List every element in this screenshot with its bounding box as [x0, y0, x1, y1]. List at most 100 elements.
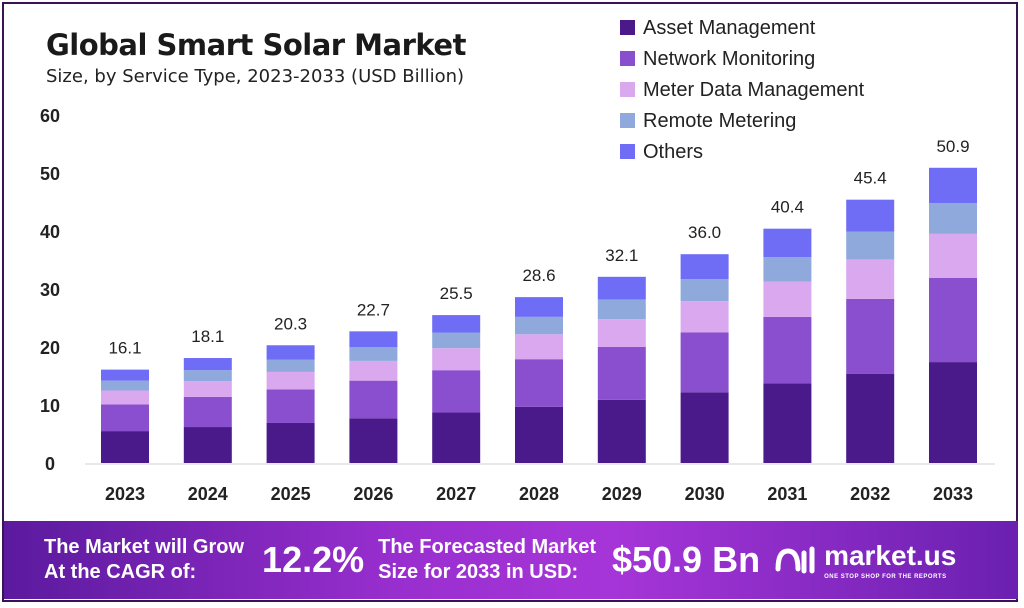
legend-label: Remote Metering — [643, 109, 797, 132]
forecast-label-line-2: Size for 2033 in USD: — [378, 561, 579, 583]
bar-segment-network-monitoring — [929, 277, 977, 363]
y-tick-label: 50 — [40, 164, 60, 184]
legend-label: Network Monitoring — [643, 47, 816, 70]
bar-segment-network-monitoring — [432, 370, 481, 413]
chart-title: Global Smart Solar Market — [46, 28, 466, 62]
logo-tagline: ONE STOP SHOP FOR THE REPORTS — [824, 573, 947, 580]
bar-segment-asset-management — [763, 383, 812, 463]
bar-segment-asset-management — [101, 431, 149, 463]
x-tick-label: 2024 — [188, 484, 228, 504]
total-label: 25.5 — [440, 284, 473, 303]
bar-segment-others — [515, 297, 563, 317]
bar-segment-asset-management — [266, 422, 315, 463]
chart-frame — [2, 2, 1018, 602]
market-us-logo: market.us ONE STOP SHOP FOR THE REPORTS — [774, 540, 956, 581]
forecast-label-line-1: The Forecasted Market — [378, 536, 596, 558]
cagr-label-line-1: The Market will Grow — [44, 536, 245, 558]
x-tick-label: 2032 — [850, 484, 890, 504]
bar-segment-remote-metering — [763, 257, 812, 282]
cagr-label-line-2: At the CAGR of: — [44, 561, 197, 583]
bar-segment-remote-metering — [929, 203, 977, 234]
bar-segment-remote-metering — [183, 370, 232, 382]
bar-segment-remote-metering — [432, 332, 481, 349]
bar-segment-others — [266, 345, 315, 360]
x-tick-label: 2033 — [933, 484, 973, 504]
forecast-label: The Forecasted Market Size for 2033 in US… — [378, 535, 596, 585]
forecast-value: $50.9 Bn — [611, 539, 761, 580]
bar-segment-meter-data-management — [183, 381, 232, 397]
legend-label: Others — [643, 140, 704, 163]
x-tick-label: 2030 — [685, 484, 725, 504]
bar-segment-remote-metering — [846, 231, 895, 260]
x-tick-label: 2027 — [436, 484, 476, 504]
cagr-value: 12.2% — [262, 539, 365, 580]
total-label: 22.7 — [357, 300, 390, 319]
bar-segment-meter-data-management — [266, 371, 315, 390]
bar-segment-network-monitoring — [266, 389, 315, 423]
bar-segment-remote-metering — [349, 347, 398, 361]
bar-segment-others — [680, 254, 729, 280]
legend-label: Meter Data Management — [643, 78, 865, 101]
bar-segment-asset-management — [846, 373, 895, 463]
bar-segment-network-monitoring — [349, 380, 398, 419]
logo-text: market.us — [824, 539, 957, 571]
total-label: 28.6 — [522, 266, 555, 285]
bar-segment-network-monitoring — [515, 359, 563, 407]
legend-item: Meter Data Management — [620, 74, 864, 105]
legend: Asset Management Network Monitoring Meter … — [620, 12, 864, 167]
cagr-label: The Market will Grow At the CAGR of: — [44, 535, 244, 585]
bar-segment-meter-data-management — [432, 348, 481, 371]
bar-segment-asset-management — [432, 412, 481, 463]
summary-banner: The Market will Grow At the CAGR of: 12.2… — [4, 521, 1018, 599]
y-tick-label: 0 — [45, 454, 55, 474]
total-label: 20.3 — [274, 314, 307, 333]
legend-item: Asset Management — [620, 12, 864, 43]
x-tick-label: 2028 — [519, 484, 559, 504]
x-tick-label: 2031 — [767, 484, 807, 504]
bar-segment-remote-metering — [101, 380, 149, 391]
x-tick-label: 2029 — [602, 484, 642, 504]
legend-item: Others — [620, 136, 864, 167]
legend-swatch — [620, 82, 635, 97]
legend-swatch — [620, 144, 635, 159]
bar-segment-remote-metering — [515, 316, 563, 335]
bar-segment-others — [597, 276, 646, 300]
legend-label: Asset Management — [643, 16, 816, 39]
bar-segment-others — [846, 199, 895, 232]
total-label: 45.4 — [854, 169, 887, 188]
bar-segment-meter-data-management — [349, 360, 398, 381]
total-label: 50.9 — [936, 137, 969, 156]
bar-segment-asset-management — [515, 406, 563, 463]
bar-segment-asset-management — [680, 392, 729, 463]
y-tick-label: 60 — [40, 106, 60, 126]
bar-segment-meter-data-management — [597, 319, 646, 347]
bar-segment-others — [763, 228, 812, 258]
legend-item: Network Monitoring — [620, 43, 864, 74]
bar-segment-others — [432, 315, 481, 333]
legend-item: Remote Metering — [620, 105, 864, 136]
bar-segment-meter-data-management — [763, 281, 812, 317]
y-tick-label: 10 — [40, 396, 60, 416]
bar-segment-others — [349, 331, 398, 347]
legend-swatch — [620, 20, 635, 35]
legend-swatch — [620, 113, 635, 128]
total-label: 18.1 — [191, 327, 224, 346]
bar-segment-remote-metering — [597, 299, 646, 320]
bar-segment-meter-data-management — [846, 259, 895, 299]
bar-segment-network-monitoring — [597, 347, 646, 400]
bar-segment-meter-data-management — [929, 233, 977, 278]
bar-segment-network-monitoring — [763, 316, 812, 384]
bar-segment-meter-data-management — [680, 301, 729, 333]
bar-segment-asset-management — [597, 399, 646, 463]
bar-segment-network-monitoring — [183, 396, 232, 428]
bar-segment-others — [929, 167, 977, 204]
y-tick-label: 30 — [40, 280, 60, 300]
x-tick-label: 2026 — [353, 484, 393, 504]
legend-swatch — [620, 51, 635, 66]
bar-segment-network-monitoring — [846, 298, 895, 374]
total-label: 16.1 — [108, 339, 141, 358]
total-label: 40.4 — [771, 198, 804, 217]
bar-segment-asset-management — [929, 362, 977, 463]
x-tick-label: 2023 — [105, 484, 145, 504]
bar-segment-network-monitoring — [101, 404, 149, 432]
